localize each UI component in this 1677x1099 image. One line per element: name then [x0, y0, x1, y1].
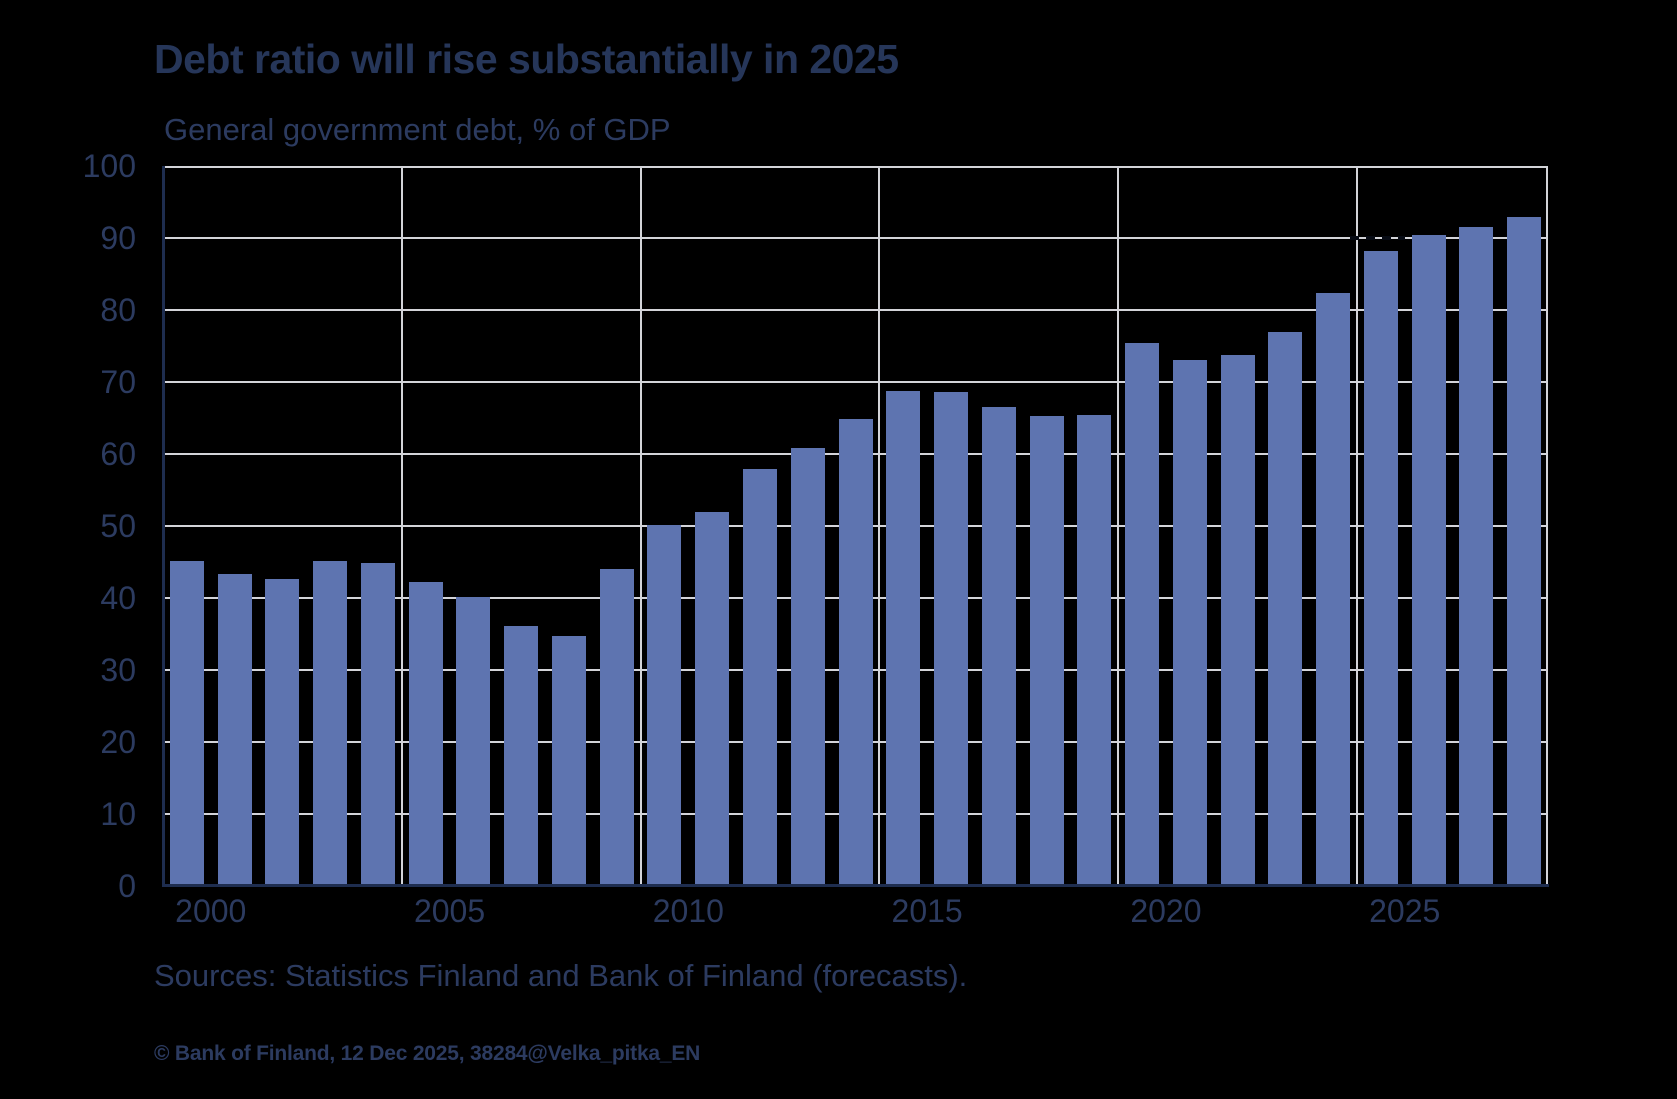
y-tick-label-30: 30	[100, 652, 136, 688]
bar-2028	[1507, 217, 1542, 886]
bar-2002	[265, 578, 300, 886]
bar-2003	[313, 560, 348, 886]
x-tick-label-2020: 2020	[1130, 893, 1202, 929]
bar-2026	[1411, 235, 1446, 886]
y-axis-line	[162, 166, 165, 886]
bar-2023	[1268, 331, 1303, 886]
bar-2013	[790, 448, 825, 886]
y-tick-label-80: 80	[100, 292, 136, 328]
bar-2016	[934, 392, 969, 886]
y-tick-label-20: 20	[100, 724, 136, 760]
y-tick-label-40: 40	[100, 580, 136, 616]
bar-2022	[1220, 354, 1255, 886]
chart-title: Debt ratio will rise substantially in 20…	[154, 36, 899, 82]
x-tick-label-2010: 2010	[652, 893, 724, 929]
v-gridline-10	[639, 166, 642, 886]
y-tick-label-70: 70	[100, 364, 136, 400]
x-axis-line	[162, 884, 1549, 887]
x-tick-label-2000: 2000	[175, 893, 247, 929]
bar-2024	[1316, 293, 1351, 886]
bar-2019	[1077, 415, 1112, 886]
bar-2010	[647, 525, 682, 886]
bar-2020	[1125, 343, 1160, 886]
v-gridline-5	[400, 166, 403, 886]
y-tick-label-60: 60	[100, 436, 136, 472]
v-gridline-25	[1355, 166, 1358, 886]
copyright-note: © Bank of Finland, 12 Dec 2025, 38284@Ve…	[154, 1042, 701, 1065]
y-tick-label-0: 0	[118, 868, 136, 904]
bar-2015	[886, 390, 921, 886]
v-gridline-15	[878, 166, 881, 886]
bar-2005	[408, 582, 443, 886]
y-tick-label-50: 50	[100, 508, 136, 544]
x-tick-label-2005: 2005	[413, 893, 486, 929]
bar-2025	[1363, 250, 1398, 886]
bar-2011	[695, 511, 730, 886]
plot-frame-top	[163, 166, 1548, 168]
y-tick-label-10: 10	[100, 796, 136, 832]
h-gridline-90	[163, 237, 1548, 239]
x-tick-label-2025: 2025	[1369, 893, 1441, 929]
bar-2012	[742, 469, 777, 886]
bar-2014	[838, 418, 873, 886]
v-gridline-20	[1117, 166, 1120, 886]
bar-2006	[456, 596, 491, 886]
bar-2000	[169, 561, 204, 886]
bar-2009	[599, 569, 634, 886]
bar-2007	[504, 626, 539, 886]
chart-subtitle: General government debt, % of GDP	[164, 112, 671, 147]
bar-2021	[1172, 359, 1207, 886]
plot-area	[162, 166, 1549, 887]
bar-2027	[1459, 227, 1494, 886]
forecast-marker-dashed	[1349, 236, 1405, 240]
h-gridline-70	[163, 381, 1548, 383]
y-tick-label-100: 100	[82, 148, 136, 184]
bar-2018	[1029, 415, 1064, 886]
source-note: Sources: Statistics Finland and Bank of …	[154, 958, 968, 993]
bar-2001	[217, 573, 252, 886]
y-tick-label-90: 90	[100, 220, 136, 256]
x-tick-label-2015: 2015	[891, 893, 963, 929]
bar-2004	[360, 563, 395, 886]
bar-2008	[551, 636, 586, 886]
bar-2017	[981, 407, 1016, 886]
h-gridline-80	[163, 309, 1548, 311]
